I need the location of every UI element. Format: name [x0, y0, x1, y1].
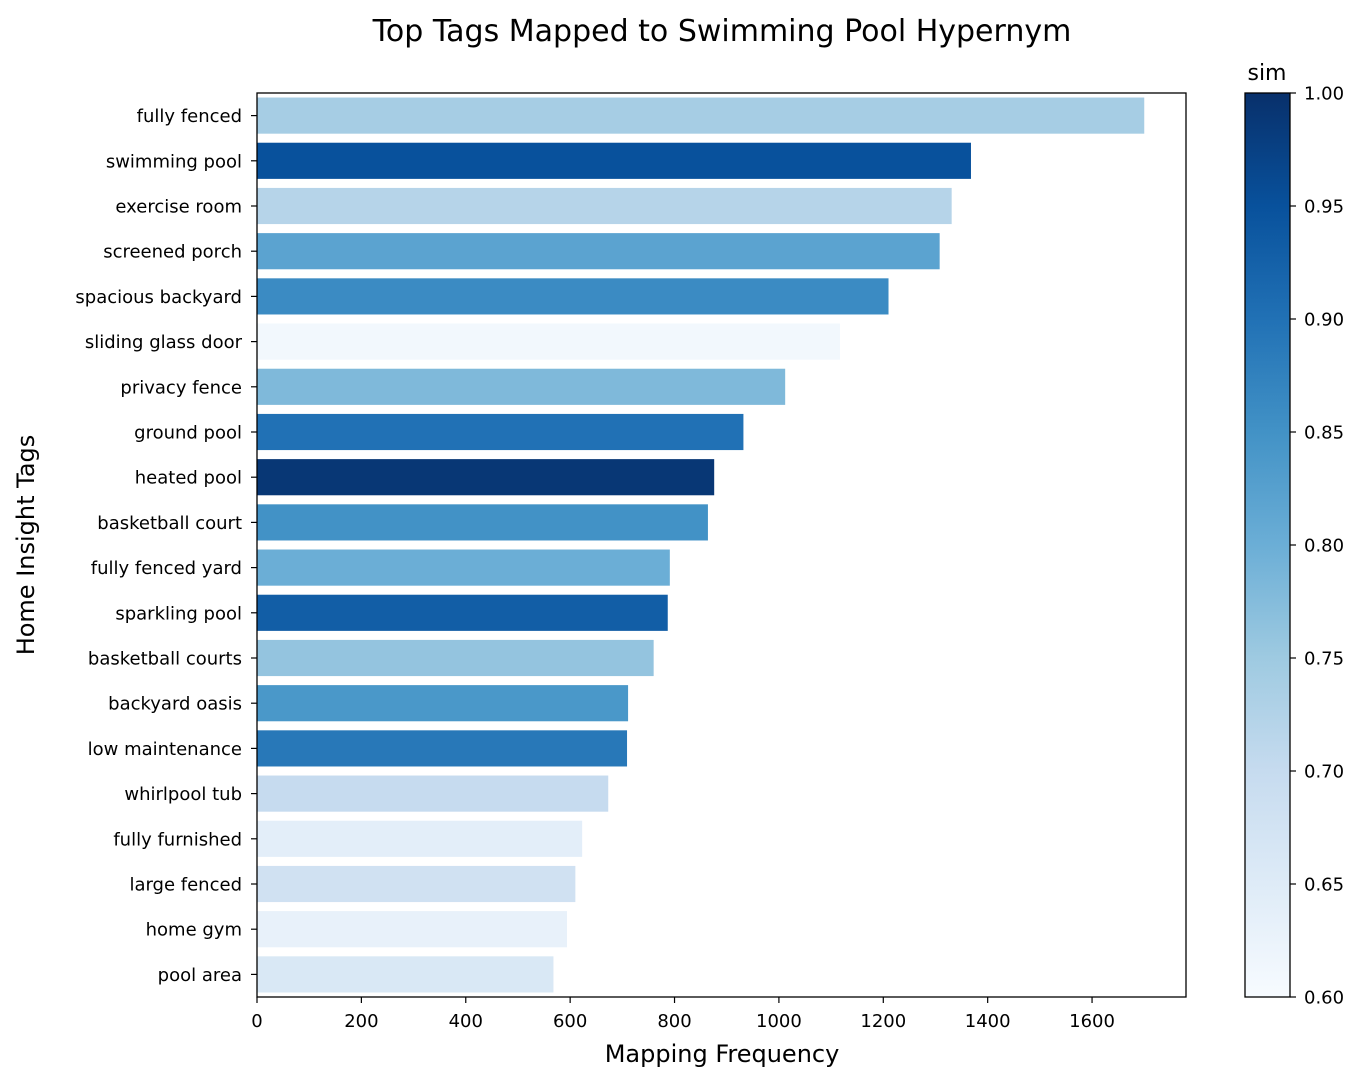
colorbar-title: sim — [1247, 61, 1286, 86]
y-tick-label: fully fenced yard — [91, 558, 242, 579]
y-tick-label: sliding glass door — [85, 332, 243, 353]
y-tick-label: fully fenced — [137, 106, 242, 127]
bar-pool-area — [257, 956, 554, 993]
x-tick-label: 1400 — [965, 1011, 1011, 1032]
bar-swimming-pool — [257, 142, 971, 179]
y-tick-label: whirlpool tub — [124, 784, 242, 805]
y-tick-label: screened porch — [103, 242, 242, 263]
y-tick-label: pool area — [158, 965, 242, 986]
bar-exercise-room — [257, 187, 952, 225]
plot-frame — [256, 92, 1187, 998]
bar-basketball-court — [257, 504, 708, 541]
bar-spacious-backyard — [257, 278, 889, 315]
bars-group — [257, 97, 1145, 993]
y-tick-label: swimming pool — [106, 151, 242, 172]
x-tick-label: 600 — [553, 1011, 587, 1032]
y-tick-label: backyard oasis — [108, 694, 242, 715]
bar-fully-fenced — [257, 97, 1145, 134]
bar-sliding-glass-door — [257, 323, 840, 360]
bar-screened-porch — [257, 233, 940, 270]
bar-basketball-courts — [257, 639, 654, 677]
y-tick-label: exercise room — [115, 197, 242, 218]
colorbar-tick-label: 0.60 — [1304, 988, 1344, 1009]
x-tick-label: 1000 — [756, 1011, 802, 1032]
y-tick-label: heated pool — [135, 468, 242, 489]
y-tick-label: basketball court — [97, 513, 242, 534]
bar-sparkling-pool — [257, 594, 668, 631]
bar-heated-pool — [257, 459, 715, 496]
y-tick-label: home gym — [146, 920, 242, 941]
bar-privacy-fence — [257, 368, 786, 405]
bar-backyard-oasis — [257, 685, 629, 722]
y-tick-label: basketball courts — [88, 649, 242, 670]
y-tick-label: large fenced — [129, 875, 242, 896]
y-tick-label: spacious backyard — [75, 287, 242, 308]
y-axis-label: Home Insight Tags — [12, 435, 40, 656]
colorbar — [1244, 92, 1291, 998]
bar-fully-fenced-yard — [257, 549, 670, 586]
bar-whirlpool-tub — [257, 775, 609, 812]
x-tick-label: 800 — [657, 1011, 691, 1032]
x-tick-label: 1200 — [860, 1011, 906, 1032]
x-axis-ticks: 0 200 400 600 800 1000 1200 1400 1600 — [251, 997, 1115, 1032]
bar-large-fenced — [257, 865, 576, 903]
colorbar-tick-label: 1.00 — [1304, 84, 1344, 105]
y-tick-label: ground pool — [134, 423, 242, 444]
bar-fully-furnished — [257, 820, 583, 857]
x-tick-label: 1600 — [1069, 1011, 1115, 1032]
bar-ground-pool — [257, 413, 744, 451]
bar-home-gym — [257, 911, 568, 948]
x-tick-label: 200 — [344, 1011, 378, 1032]
x-tick-label: 0 — [251, 1011, 262, 1032]
x-tick-label: 400 — [449, 1011, 483, 1032]
colorbar-tick-label: 0.90 — [1304, 310, 1344, 331]
colorbar-tick-label: 0.75 — [1304, 649, 1344, 670]
x-axis-label: Mapping Frequency — [605, 1040, 840, 1068]
colorbar-tick-label: 0.70 — [1304, 762, 1344, 783]
colorbar-tick-label: 0.65 — [1304, 875, 1344, 896]
y-tick-label: privacy fence — [120, 377, 242, 398]
bar-low-maintenance — [257, 730, 628, 767]
y-tick-label: sparkling pool — [115, 603, 242, 624]
colorbar-tick-label: 0.80 — [1304, 536, 1344, 557]
colorbar-tick-label: 0.95 — [1304, 197, 1344, 218]
y-axis-ticks: fully fenced swimming pool exercise room sc… — [75, 106, 257, 986]
y-tick-label: low maintenance — [88, 739, 242, 760]
chart-title: Top Tags Mapped to Swimming Pool Hyperny… — [372, 14, 1072, 49]
colorbar-tick-label: 0.85 — [1304, 423, 1344, 444]
y-tick-label: fully furnished — [113, 829, 242, 850]
colorbar-ticks: 0.60 0.65 0.70 0.75 0.80 0.85 0.90 0.95 1.00 — [1290, 84, 1344, 1009]
